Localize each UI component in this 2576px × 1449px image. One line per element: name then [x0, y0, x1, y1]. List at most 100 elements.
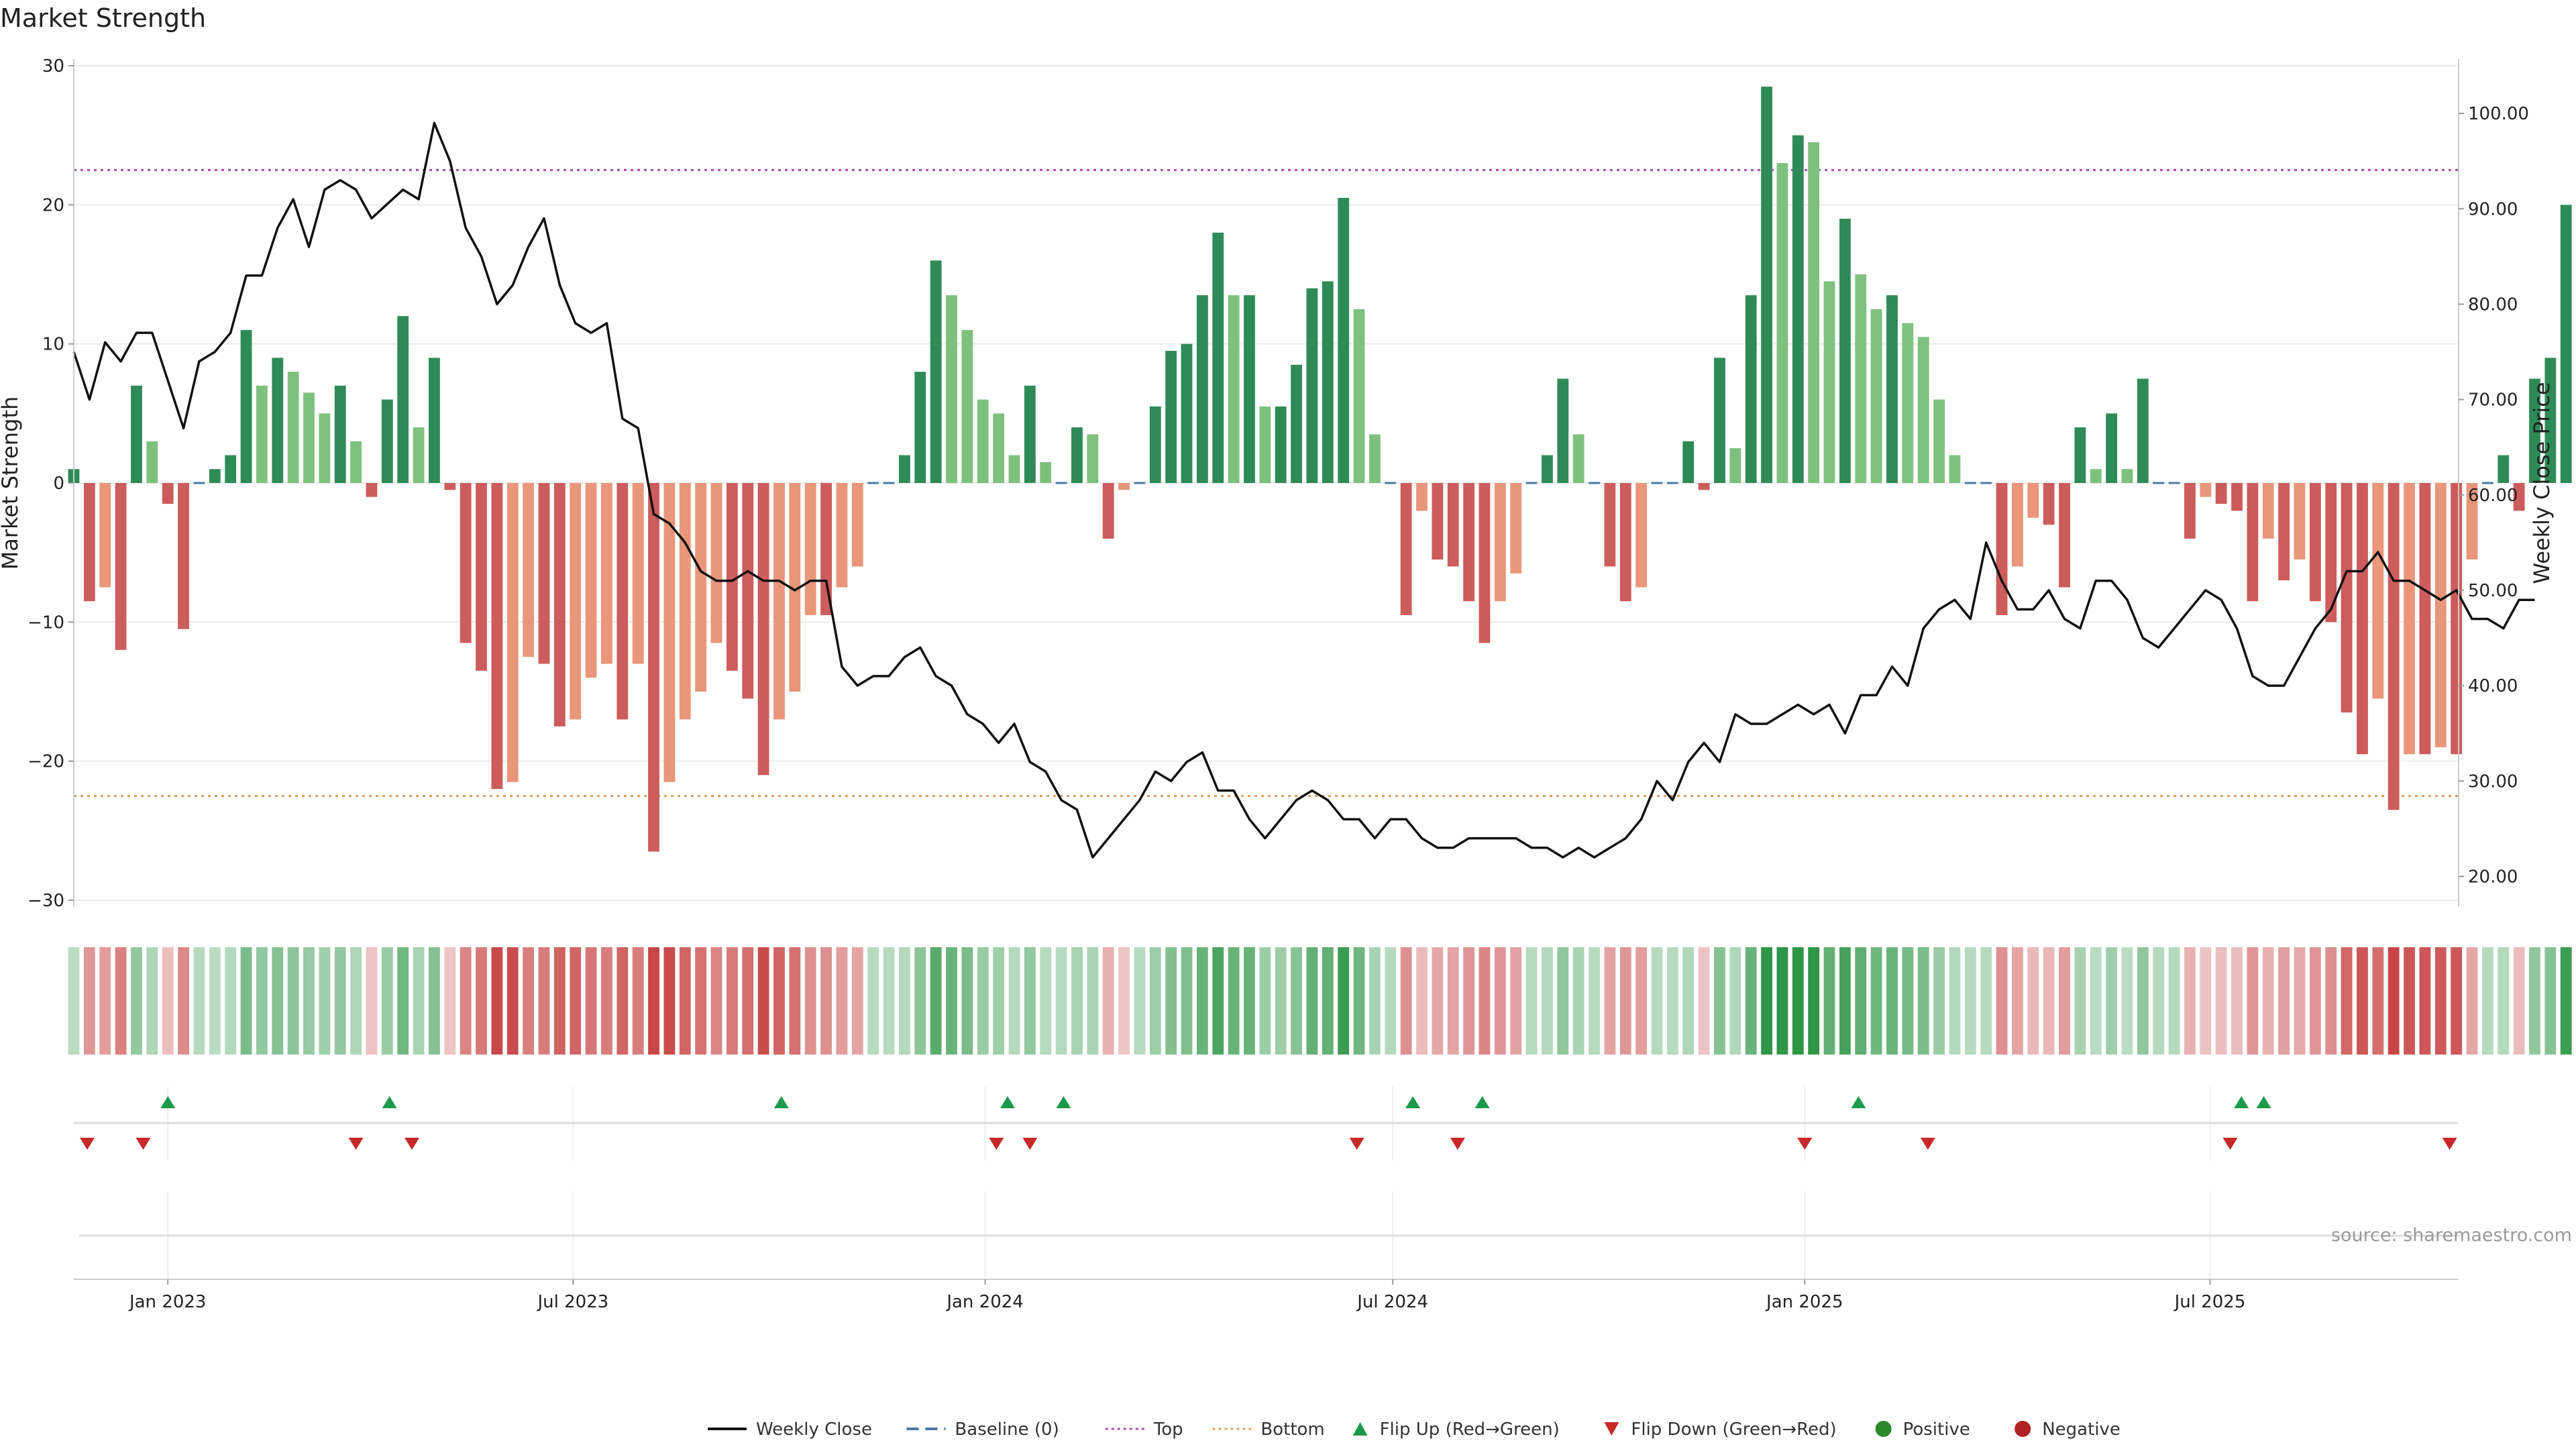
- heat-cell: [1980, 947, 1992, 1055]
- strength-bar: [2529, 378, 2540, 483]
- strength-bar: [1259, 406, 1271, 483]
- strength-bar: [1008, 455, 1020, 483]
- heat-cell: [131, 947, 142, 1055]
- heat-cell: [2262, 947, 2274, 1055]
- heat-cell: [2184, 947, 2196, 1055]
- heat-cell: [523, 947, 535, 1055]
- legend-label: Baseline (0): [955, 1419, 1059, 1440]
- y2-tick-label: 40.00: [2468, 676, 2518, 696]
- y2-tick-label: 80.00: [2468, 294, 2518, 315]
- heat-cell: [1839, 947, 1851, 1055]
- strength-bar: [2294, 483, 2306, 560]
- y-tick-label: 30: [42, 56, 64, 76]
- heat-cell: [460, 947, 472, 1055]
- heat-cell: [193, 947, 205, 1055]
- heat-cell: [1071, 947, 1083, 1055]
- legend-item-top: Top: [1105, 1419, 1183, 1440]
- heat-cell: [2372, 947, 2384, 1055]
- heat-cell: [2309, 947, 2321, 1055]
- heat-cell: [1353, 947, 1365, 1055]
- x-tick-label: Jul 2024: [1356, 1292, 1428, 1312]
- strength-bar: [523, 483, 535, 657]
- strength-bar: [1040, 462, 1052, 483]
- x-tick-label: Jul 2025: [2174, 1292, 2246, 1312]
- heat-cell: [1886, 947, 1898, 1055]
- flip-down-marker: [989, 1138, 1004, 1150]
- heat-cell: [851, 947, 863, 1055]
- strength-bar: [2357, 483, 2368, 755]
- strength-bar: [538, 483, 550, 664]
- heat-cell: [1024, 947, 1036, 1055]
- strength-bar: [820, 483, 832, 615]
- strength-bar: [1102, 483, 1114, 539]
- strength-bar: [162, 483, 174, 504]
- strength-bar: [476, 483, 487, 671]
- heat-cell: [946, 947, 957, 1055]
- legend-item-flip-up: Flip Up (Red→Green): [1352, 1419, 1560, 1440]
- strength-bar: [930, 260, 942, 483]
- flip-down-marker: [1349, 1138, 1364, 1150]
- strength-bar: [240, 329, 252, 483]
- strength-bar: [632, 483, 644, 664]
- strength-bar: [1181, 343, 1193, 483]
- heat-cell: [1682, 947, 1695, 1055]
- strength-bar: [2043, 483, 2055, 525]
- strength-bar: [2200, 483, 2212, 497]
- strength-bar: [1510, 483, 1522, 574]
- heat-cell: [1745, 947, 1757, 1055]
- legend-item-baseline: Baseline (0): [906, 1419, 1059, 1440]
- heat-cell: [146, 947, 158, 1055]
- heat-cell: [1149, 947, 1161, 1055]
- strength-bar: [2434, 483, 2447, 747]
- strength-bar: [789, 483, 801, 692]
- strength-bar: [1306, 288, 1318, 483]
- heat-cell: [319, 947, 331, 1055]
- strength-bar: [1855, 274, 1867, 483]
- legend-item-positive: Positive: [1875, 1419, 1970, 1440]
- strength-bar: [366, 483, 378, 497]
- heat-cell: [2168, 947, 2180, 1055]
- heat-cell: [2121, 947, 2133, 1055]
- heat-cell: [334, 947, 346, 1055]
- flip-down-marker: [1920, 1138, 1935, 1150]
- strength-bar: [1714, 358, 1725, 483]
- strength-bar: [178, 483, 189, 629]
- heat-cell: [2560, 947, 2572, 1055]
- heat-cell: [1572, 947, 1585, 1055]
- flip-up-marker: [1000, 1096, 1015, 1108]
- strength-bar: [710, 483, 722, 643]
- heat-cell: [1368, 947, 1381, 1055]
- heat-cell: [2043, 947, 2055, 1055]
- heat-cell: [287, 947, 299, 1055]
- heat-cell: [726, 947, 738, 1055]
- y2-tick-label: 100.00: [2468, 104, 2529, 124]
- heat-cell: [585, 947, 597, 1055]
- heat-cell: [2325, 947, 2337, 1055]
- strength-bar: [209, 469, 221, 483]
- heat-cell: [1510, 947, 1522, 1055]
- right-axis: 20.00 30.00 40.00 50.00 60.00 70.00 80.00 90.00…: [2458, 59, 2529, 907]
- y-tick-label: 0: [53, 474, 64, 494]
- strength-bar: [961, 329, 973, 483]
- strength-bar: [1604, 483, 1616, 567]
- strength-bar: [256, 385, 268, 483]
- legend-item-weekly-close: Weekly Close: [708, 1419, 872, 1440]
- heat-cell: [1228, 947, 1240, 1055]
- heat-cell: [1870, 947, 1882, 1055]
- heat-cell: [1196, 947, 1208, 1055]
- strength-bar: [350, 441, 362, 483]
- heat-cell: [601, 947, 612, 1055]
- strength-bar: [1447, 483, 1459, 567]
- strength-bar: [1275, 406, 1287, 483]
- strength-bar: [2466, 483, 2478, 560]
- weekly-close-line: [72, 121, 2535, 859]
- heat-cell: [1698, 947, 1710, 1055]
- y2-tick-label: 30.00: [2468, 771, 2518, 792]
- heat-cell: [710, 947, 722, 1055]
- strength-bar: [773, 483, 785, 720]
- y-tick-label: −20: [28, 752, 64, 772]
- heat-cell: [773, 947, 785, 1055]
- strength-bar: [601, 483, 612, 664]
- strength-bar: [444, 483, 456, 490]
- strength-bar: [663, 483, 676, 782]
